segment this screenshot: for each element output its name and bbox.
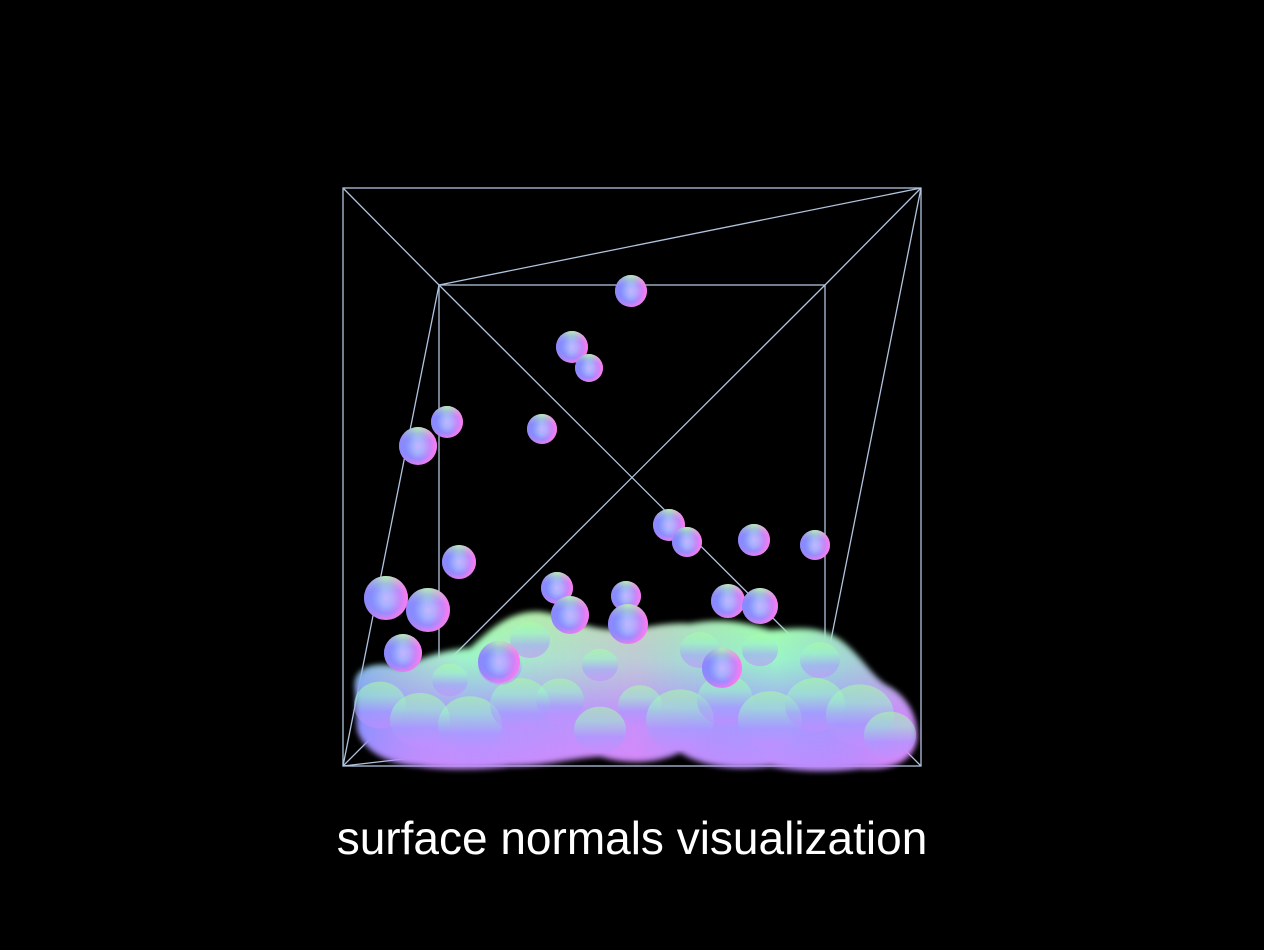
droplet-sphere bbox=[800, 530, 830, 560]
droplet-sphere bbox=[442, 545, 476, 579]
droplet-sphere bbox=[399, 427, 437, 465]
box-front-face bbox=[342, 187, 922, 767]
droplet-sphere bbox=[364, 576, 408, 620]
droplet-sphere bbox=[384, 634, 422, 672]
fluid-bulge bbox=[646, 689, 714, 751]
droplet-sphere bbox=[575, 354, 603, 382]
droplet-sphere bbox=[672, 527, 702, 557]
droplet-sphere bbox=[527, 414, 557, 444]
fluid-bulge bbox=[864, 711, 916, 759]
fluid-bulge bbox=[390, 693, 450, 747]
droplet-sphere bbox=[541, 572, 573, 604]
droplet-sphere bbox=[556, 331, 588, 363]
box-diagonal-right bbox=[824, 187, 922, 671]
fluid-bulge bbox=[800, 642, 840, 678]
fluid-bulges bbox=[354, 622, 916, 759]
fluid-bulge bbox=[582, 648, 618, 682]
droplet-sphere bbox=[702, 648, 742, 688]
fluid-bulge bbox=[574, 706, 626, 754]
droplet-sphere bbox=[431, 406, 463, 438]
droplet-sphere bbox=[406, 588, 450, 632]
fluid-bulge bbox=[742, 633, 778, 667]
droplet-sphere bbox=[615, 275, 647, 307]
box-diagonal-back-2 bbox=[438, 284, 826, 671]
box-edge-tr bbox=[824, 187, 922, 286]
fluid-bulge bbox=[536, 678, 584, 722]
droplet-sphere bbox=[611, 581, 641, 611]
droplet-sphere bbox=[551, 596, 589, 634]
fluid-bulge bbox=[510, 622, 550, 658]
droplet-sphere bbox=[478, 641, 520, 683]
fluid-bulge bbox=[490, 678, 550, 732]
caption-text: surface normals visualization bbox=[336, 812, 928, 864]
fluid-bulge bbox=[432, 663, 468, 697]
fluid-bulge bbox=[438, 696, 502, 754]
droplet-sphere bbox=[738, 524, 770, 556]
droplet-sphere bbox=[711, 584, 745, 618]
droplets bbox=[364, 275, 830, 688]
box-edge-tl bbox=[342, 187, 440, 286]
droplet-sphere bbox=[608, 604, 648, 644]
box-diagonal-top bbox=[438, 187, 922, 286]
droplet-sphere bbox=[742, 588, 778, 624]
fluid-bulge bbox=[697, 674, 753, 726]
droplet-sphere bbox=[653, 509, 685, 541]
